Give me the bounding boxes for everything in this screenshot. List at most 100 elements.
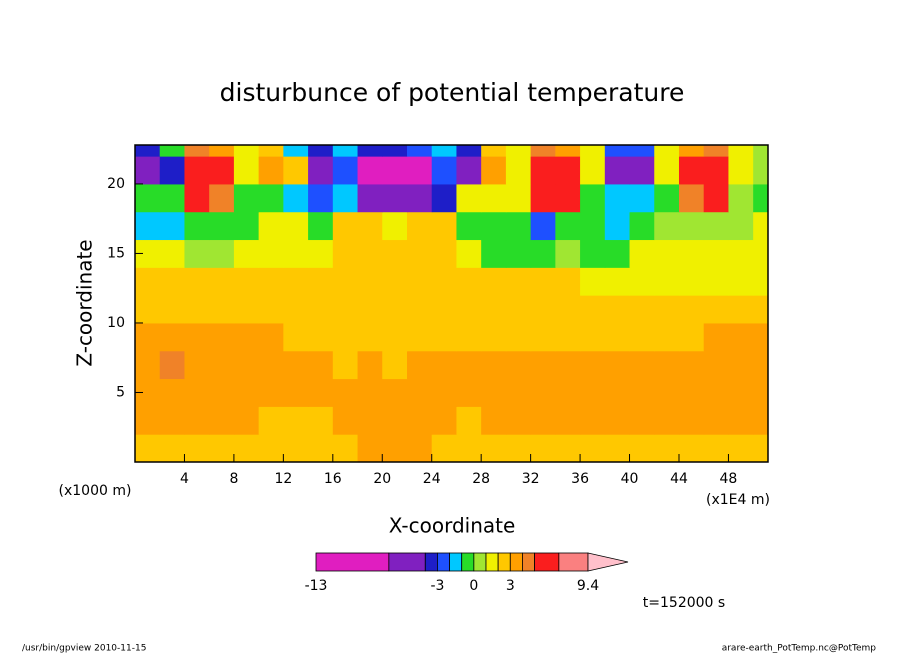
cell [135, 267, 161, 296]
cell [283, 378, 309, 407]
colorbar-segment [534, 552, 560, 572]
cell [580, 295, 606, 324]
cell [580, 406, 606, 435]
cell [678, 406, 705, 435]
cell [135, 211, 161, 241]
cell [135, 183, 161, 213]
cell [431, 406, 457, 435]
cell [283, 434, 309, 463]
x-tick-label: 48 [720, 471, 738, 487]
cell [332, 406, 359, 435]
cell [753, 211, 769, 241]
cell [456, 350, 482, 380]
x-tick-label: 8 [229, 471, 238, 487]
cell [184, 239, 210, 268]
cell [629, 211, 655, 241]
cell [629, 322, 655, 352]
cell [357, 434, 383, 463]
cell [604, 295, 631, 324]
cell [308, 434, 334, 463]
cell [135, 406, 161, 435]
cell [555, 183, 581, 213]
cell [580, 434, 606, 463]
cell [604, 239, 631, 268]
cell [456, 434, 482, 463]
colorbar-tick-label: -13 [305, 578, 328, 594]
x-tick-label: 32 [522, 471, 540, 487]
cell [283, 183, 309, 213]
cell [209, 145, 235, 157]
cell [530, 145, 556, 157]
cell [703, 434, 729, 463]
cell [209, 239, 235, 268]
cell [604, 322, 631, 352]
cell [209, 295, 235, 324]
cell [159, 378, 185, 407]
cell [431, 350, 457, 380]
cell [233, 267, 260, 296]
cell [654, 211, 680, 241]
cell [703, 295, 729, 324]
cell [233, 406, 260, 435]
y-tick-label: 5 [116, 384, 125, 400]
cell [357, 211, 383, 241]
cell [481, 406, 507, 435]
cell [357, 239, 383, 268]
cell [332, 322, 359, 352]
cell [357, 295, 383, 324]
y-unit: (x1000 m) [59, 483, 132, 499]
cell [382, 378, 408, 407]
cell [753, 434, 769, 463]
cell [728, 378, 754, 407]
x-tick-label: 44 [670, 471, 688, 487]
cell [406, 406, 433, 435]
y-tick-label: 10 [107, 315, 125, 331]
cell [308, 350, 334, 380]
cell [753, 322, 769, 352]
cell [728, 295, 754, 324]
cell [159, 239, 185, 268]
cell [431, 156, 457, 185]
cell [258, 267, 284, 296]
y-axis-label: Z-coordinate [73, 239, 97, 366]
colorbar-segment [424, 552, 438, 572]
cell [406, 295, 433, 324]
cell [604, 267, 631, 296]
cell [159, 350, 185, 380]
cell [406, 350, 433, 380]
field [135, 145, 769, 463]
cell [505, 434, 532, 463]
cell [456, 239, 482, 268]
cell [481, 145, 507, 157]
colorbar-tick-label: 3 [506, 578, 515, 594]
cell [530, 378, 556, 407]
cell [703, 211, 729, 241]
cell [159, 145, 185, 157]
cell [382, 406, 408, 435]
cell [283, 322, 309, 352]
cell [258, 350, 284, 380]
cell [209, 378, 235, 407]
colorbar-segment [473, 552, 487, 572]
cell [703, 145, 729, 157]
cell [530, 295, 556, 324]
cell [233, 350, 260, 380]
cell [456, 156, 482, 185]
cell [530, 350, 556, 380]
cell [184, 434, 210, 463]
x-axis-label: X-coordinate [389, 514, 516, 538]
cell [753, 406, 769, 435]
cell [382, 156, 408, 185]
cell [332, 145, 359, 157]
cell [135, 145, 161, 157]
cell [135, 156, 161, 185]
cell [678, 434, 705, 463]
cell [431, 434, 457, 463]
colorbar-segment [315, 552, 390, 572]
cell [654, 434, 680, 463]
cell [654, 183, 680, 213]
cell [283, 239, 309, 268]
cell [382, 434, 408, 463]
chart-title: disturbunce of potential temperature [220, 78, 685, 107]
cell [283, 406, 309, 435]
